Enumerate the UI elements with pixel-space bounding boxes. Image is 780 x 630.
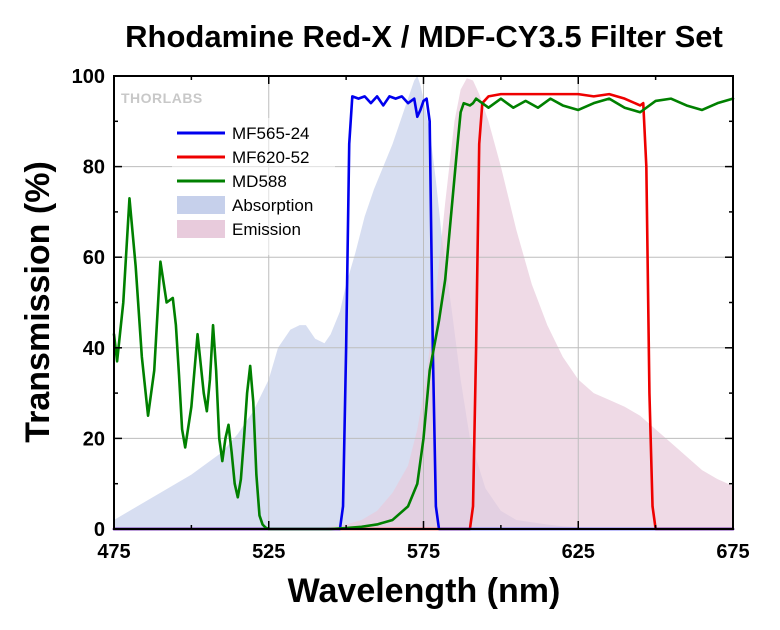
legend-label-emission: Emission: [232, 220, 301, 239]
y-tick-label-0: 0: [94, 519, 105, 541]
axis-ticks: [113, 75, 734, 530]
x-tick-label-625: 625: [562, 541, 595, 563]
series-line-mf565-24: [112, 95, 735, 531]
legend-swatch-absorption: [177, 196, 225, 214]
legend-label-absorption: Absorption: [232, 196, 313, 215]
chart-title: Rhodamine Red-X / MDF-CY3.5 Filter Set: [125, 19, 723, 54]
thorlabs-watermark: THORLABS: [121, 90, 203, 106]
legend-label-mf620-52: MF620-52: [232, 148, 309, 167]
y-tick-label-20: 20: [83, 428, 105, 450]
x-tick-label-525: 525: [252, 541, 285, 563]
y-tick-label-40: 40: [83, 338, 105, 360]
x-tick-label-675: 675: [716, 541, 749, 563]
tick-labels: 475 525 575 625 675 0 20 40 60 80 100: [72, 66, 750, 563]
y-tick-label-100: 100: [72, 66, 105, 88]
legend-swatch-emission: [177, 220, 225, 238]
x-tick-label-575: 575: [407, 541, 440, 563]
legend-label-md588: MD588: [232, 172, 287, 191]
y-tick-label-80: 80: [83, 157, 105, 179]
y-tick-label-60: 60: [83, 247, 105, 269]
series-line-mf620-52: [112, 92, 735, 531]
plot-area: THORLABS: [112, 75, 735, 531]
x-axis-label: Wavelength (nm): [288, 572, 561, 610]
x-tick-label-475: 475: [97, 541, 130, 563]
legend: MF565-24 MF620-52 MD588 Absorption Emission: [172, 118, 335, 255]
legend-label-mf565-24: MF565-24: [232, 124, 309, 143]
y-axis-label: Transmission (%): [19, 161, 57, 443]
